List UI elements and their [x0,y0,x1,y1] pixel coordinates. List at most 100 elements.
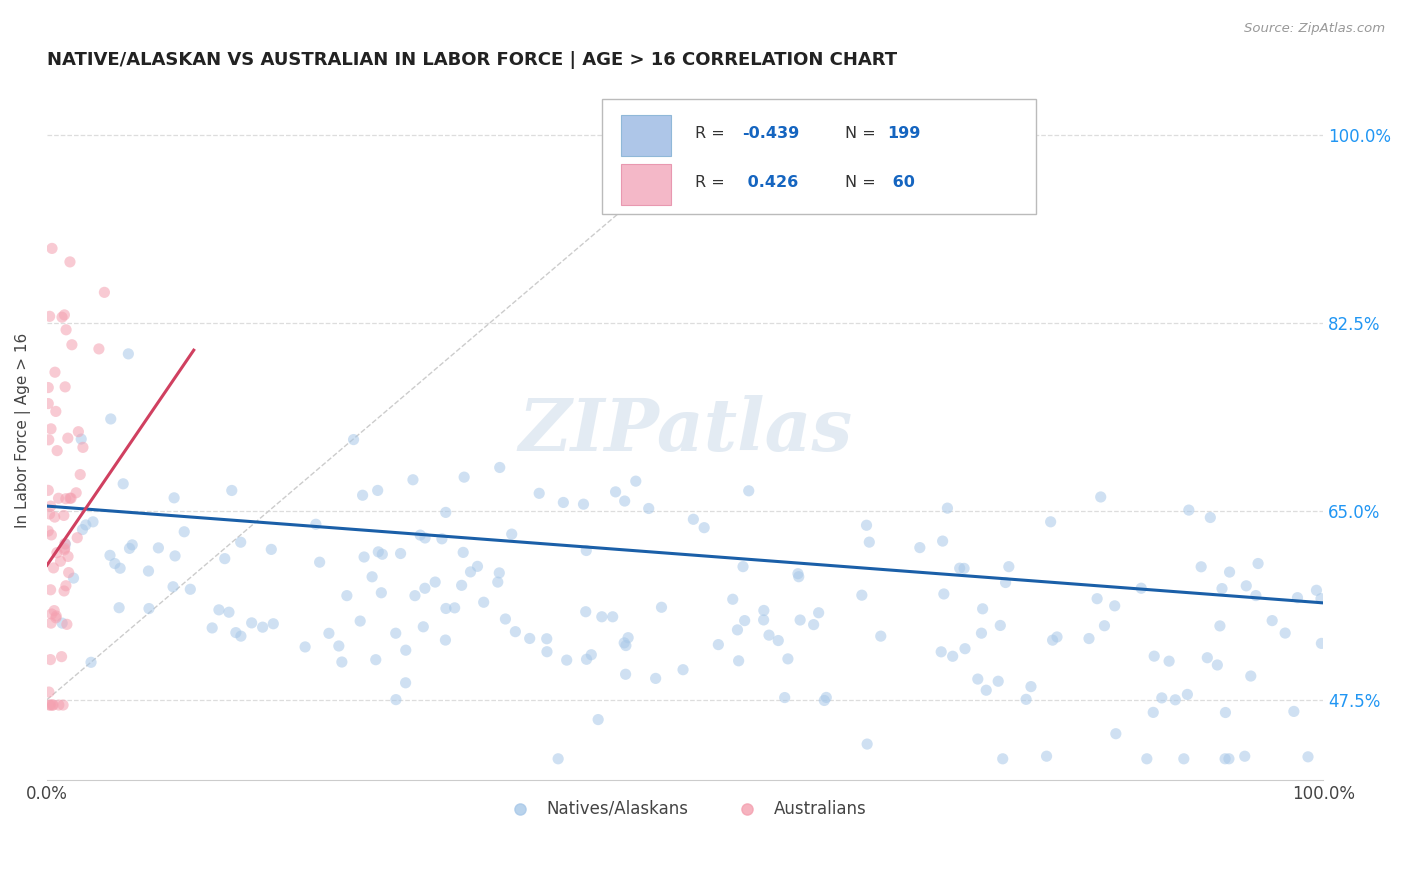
Point [637,501,659,516]
Point [443,600,465,615]
Point [37,380,59,394]
Text: 0.426: 0.426 [742,175,799,190]
Point [384,626,406,640]
Point [67,425,90,439]
Point [776,652,799,666]
Point [1035,749,1057,764]
Point [371,547,394,561]
Point [44,365,66,379]
Point [1136,752,1159,766]
Point [44,604,66,618]
Point [308,555,330,569]
Point [994,575,1017,590]
Point [738,483,761,498]
Point [1219,565,1241,579]
Point [614,639,637,653]
Point [869,629,891,643]
Point [855,518,877,533]
Point [58,566,80,580]
Point [1296,749,1319,764]
Point [69,467,91,482]
Point [1244,589,1267,603]
Point [55,579,77,593]
Point [575,605,598,619]
Point [707,638,730,652]
Point [39,698,62,712]
Point [201,621,224,635]
Point [460,565,482,579]
Point [260,542,283,557]
Point [41,607,63,621]
Point [1213,752,1236,766]
Point [221,483,243,498]
Point [75,517,97,532]
Point [45,546,67,560]
Point [330,655,353,669]
Point [37,524,59,538]
Point [82,515,104,529]
Point [252,620,274,634]
Point [1130,581,1153,595]
Text: R =: R = [695,127,730,141]
Point [1046,630,1069,644]
Point [519,632,541,646]
Point [1233,749,1256,764]
Point [39,616,62,631]
Point [60,491,83,506]
Point [727,623,749,637]
Point [51,616,73,631]
Point [53,541,76,556]
Point [112,476,135,491]
Point [1286,591,1309,605]
Point [768,633,790,648]
Point [117,347,139,361]
Point [787,566,810,581]
Point [52,698,75,712]
Point [1090,490,1112,504]
Point [527,486,550,500]
Point [942,649,965,664]
Text: Source: ZipAtlas.com: Source: ZipAtlas.com [1244,22,1385,36]
Point [37,396,59,410]
Point [385,692,408,706]
Point [56,549,79,564]
Point [575,652,598,666]
Point [591,609,613,624]
Point [1234,579,1257,593]
Point [575,543,598,558]
Point [605,484,627,499]
Text: 199: 199 [887,127,920,141]
Point [45,609,67,624]
Point [929,645,952,659]
Point [974,683,997,698]
Point [72,523,94,537]
Point [262,616,284,631]
Point [38,698,60,712]
Point [38,685,60,699]
FancyBboxPatch shape [621,115,671,156]
Point [173,524,195,539]
Point [56,431,79,445]
Point [39,499,62,513]
Point [62,571,84,585]
Point [1173,752,1195,766]
Point [163,491,186,505]
FancyBboxPatch shape [621,164,671,205]
Point [412,620,434,634]
Point [48,698,70,712]
Point [858,535,880,549]
Point [1206,657,1229,672]
Point [59,491,82,506]
Point [41,241,63,255]
Point [51,649,73,664]
Point [55,491,77,506]
Point [451,545,474,559]
Point [240,615,263,630]
Point [218,605,240,619]
Text: N =: N = [845,127,880,141]
Point [394,675,416,690]
Point [434,633,457,648]
Point [87,342,110,356]
Point [44,510,66,524]
Point [425,575,447,590]
